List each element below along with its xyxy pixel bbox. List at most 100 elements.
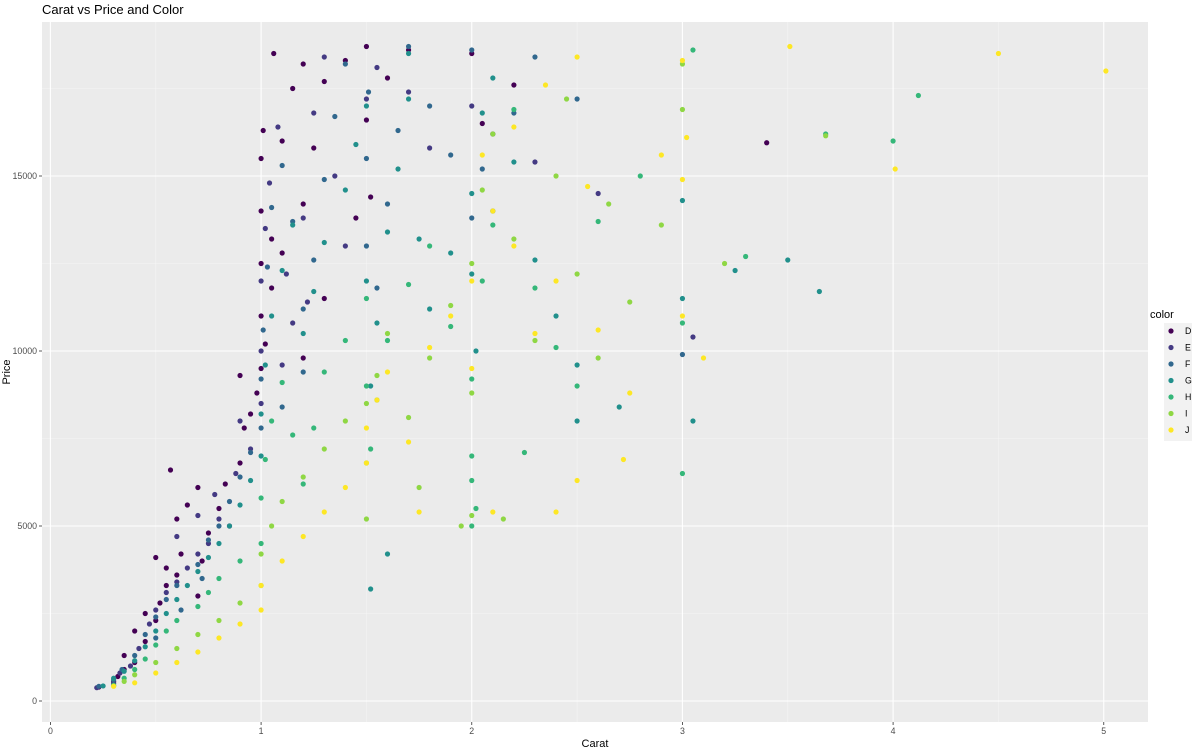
data-point-E (342, 243, 348, 249)
major-gridlines (42, 22, 1148, 722)
data-point-E (153, 607, 159, 613)
data-point-F (269, 204, 275, 211)
data-point-E (332, 173, 338, 179)
data-point-D (269, 285, 275, 291)
data-point-E (237, 418, 243, 424)
data-point-D (142, 638, 148, 645)
data-point-D (262, 341, 268, 347)
data-point-D (195, 484, 201, 491)
data-point-J (585, 183, 591, 190)
data-point-D (222, 481, 228, 487)
data-point-E (266, 180, 273, 186)
data-point-E (374, 64, 380, 71)
data-point-J (111, 683, 117, 689)
data-point-D (121, 652, 127, 659)
data-point-F (427, 103, 433, 109)
data-point-D (311, 145, 317, 151)
data-point-G (368, 586, 374, 592)
data-point-D (258, 260, 264, 267)
data-point-G (353, 141, 359, 148)
data-point-I (132, 672, 138, 678)
data-point-I (363, 516, 370, 522)
y-tick-label: 5000 (17, 521, 37, 531)
data-point-I (574, 271, 580, 277)
data-point-I (195, 631, 201, 638)
legend-key-D (1168, 328, 1174, 334)
data-point-F (363, 155, 370, 162)
data-point-E (311, 110, 317, 116)
data-point-E (262, 225, 268, 232)
data-point-G (405, 96, 412, 102)
data-point-G (416, 236, 422, 242)
data-point-D (260, 127, 266, 134)
data-point-D (479, 120, 485, 127)
data-point-F (247, 449, 254, 456)
data-point-F (153, 635, 159, 641)
data-point-F (96, 683, 102, 689)
data-point-I (500, 516, 506, 522)
data-point-F (342, 61, 348, 67)
data-point-G (511, 159, 517, 165)
data-point-G (384, 551, 391, 557)
data-point-F (199, 575, 205, 582)
data-point-E (136, 645, 142, 652)
data-point-E (275, 124, 281, 130)
data-point-I (469, 260, 475, 267)
data-point-H (311, 425, 317, 431)
data-point-H (469, 477, 475, 484)
data-point-D (368, 194, 374, 200)
data-point-G (405, 50, 412, 57)
data-point-H (363, 383, 370, 389)
data-point-G (195, 568, 201, 575)
data-point-G (300, 330, 306, 337)
data-point-G (342, 187, 348, 193)
data-point-G (153, 628, 159, 634)
x-tick-label: 4 (891, 726, 896, 736)
data-point-I (269, 523, 275, 529)
data-point-E (258, 400, 264, 407)
data-point-J (1103, 68, 1109, 74)
data-point-G (132, 658, 138, 664)
data-point-H (368, 446, 374, 452)
data-point-E (184, 565, 190, 571)
data-point-H (300, 481, 306, 487)
data-point-I (153, 659, 159, 666)
legend-label-J: J (1185, 425, 1189, 435)
data-point-D (271, 50, 277, 57)
data-point-F (132, 652, 138, 659)
data-point-D (300, 201, 306, 207)
data-point-H (237, 558, 243, 564)
data-point-H (142, 656, 148, 662)
data-point-G (311, 288, 317, 295)
data-point-E (321, 54, 327, 60)
data-point-J (574, 477, 580, 484)
x-tick-label: 3 (680, 726, 685, 736)
data-point-G (532, 257, 538, 263)
legend-label-F: F (1185, 359, 1191, 369)
data-point-F (142, 631, 148, 638)
data-point-D (237, 372, 243, 379)
data-point-J (258, 582, 264, 589)
data-point-I (490, 131, 496, 137)
data-point-D (384, 75, 391, 81)
data-point-J (679, 176, 686, 183)
data-point-D (353, 215, 359, 221)
data-point-F (479, 166, 485, 172)
data-point-J (300, 533, 306, 540)
data-point-G (111, 675, 117, 681)
data-point-G (448, 250, 454, 256)
data-point-J (490, 208, 496, 214)
data-point-D (174, 572, 180, 578)
data-point-E (595, 190, 601, 197)
data-point-H (743, 253, 749, 260)
data-point-D (258, 365, 264, 372)
data-point-J (153, 670, 159, 676)
data-point-D (290, 85, 296, 92)
legend-label-E: E (1185, 343, 1191, 353)
data-point-G (479, 110, 485, 116)
data-point-D (258, 155, 264, 162)
data-point-F (300, 306, 306, 312)
legend-key-F (1168, 361, 1174, 367)
data-point-F (195, 561, 201, 568)
data-point-J (511, 124, 517, 130)
